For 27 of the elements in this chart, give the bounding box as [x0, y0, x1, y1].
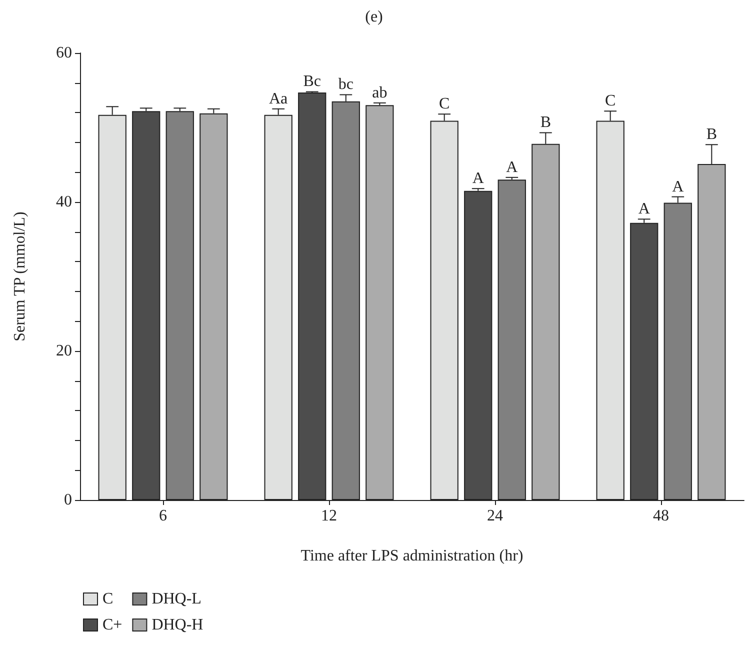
- data-label: C: [605, 92, 616, 110]
- data-label: A: [472, 170, 484, 188]
- legend-label: DHQ-H: [152, 616, 204, 634]
- data-label: A: [506, 158, 518, 176]
- x-tick-label: 48: [653, 508, 669, 524]
- y-axis-title: Serum TP (mmol/L): [12, 212, 28, 342]
- legend-label: DHQ-L: [152, 590, 202, 608]
- legend-label: C: [102, 590, 114, 608]
- chart-title: (e): [365, 8, 383, 26]
- x-tick-label: 24: [487, 508, 503, 524]
- x-tick-label: 6: [159, 508, 167, 524]
- data-label: bc: [338, 76, 354, 94]
- data-label: B: [706, 126, 717, 144]
- data-label: A: [672, 178, 684, 196]
- data-label: Aa: [269, 90, 288, 108]
- x-tick-label: 12: [321, 508, 337, 524]
- data-label: A: [638, 200, 650, 218]
- y-tick-label: 40: [56, 194, 72, 210]
- data-label: ab: [372, 84, 388, 102]
- y-tick-label: 60: [56, 44, 72, 62]
- legend-label: C+: [102, 616, 122, 634]
- y-tick-label: 20: [56, 342, 72, 360]
- y-tick-label: 0: [64, 492, 72, 508]
- data-label: B: [540, 114, 551, 132]
- data-label: Bc: [303, 73, 321, 90]
- x-axis-title: Time after LPS administration (hr): [300, 548, 524, 564]
- data-label: C: [439, 96, 450, 113]
